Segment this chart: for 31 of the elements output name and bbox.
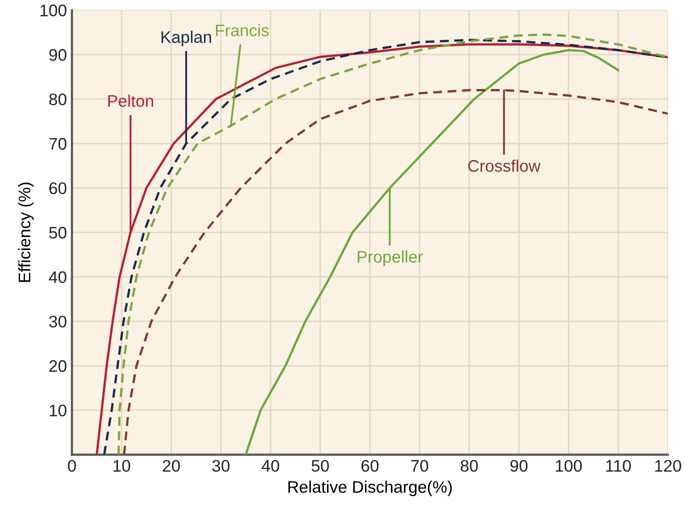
text: Kaplan: [162, 30, 212, 46]
x-tick-label: 100: [556, 460, 582, 472]
x-tick-label: 10: [114, 460, 130, 472]
x-tick-label: 50: [312, 460, 329, 472]
x-axis-title: Relative Discharge(%): [288, 480, 452, 496]
y-tick-label: 80: [49, 93, 66, 106]
line-series: [244, 49, 620, 455]
x-tick-label: 120: [655, 460, 682, 472]
y-tick-label: 90: [49, 49, 66, 61]
x-tick-label: 90: [510, 460, 528, 472]
text: Pelton: [108, 94, 154, 107]
y-tick-label: 70: [49, 138, 66, 150]
series-label: Propeller: [358, 250, 423, 266]
y-tick-label: 60: [49, 182, 66, 194]
y-tick-label: 100: [40, 4, 66, 16]
y-tick-label: 20: [49, 360, 66, 372]
x-tick-label: 0: [68, 460, 76, 472]
x-tick-label: 80: [460, 460, 478, 472]
y-tick-label: 30: [49, 316, 66, 328]
text: Crossflow: [468, 160, 541, 172]
x-tick-label: 30: [212, 460, 230, 472]
y-axis-title: Efficiency (%): [18, 182, 34, 282]
x-tick-label: 60: [361, 460, 379, 472]
text: Francis: [216, 24, 269, 36]
y-tick-label: 40: [48, 271, 66, 284]
y-tick-label: 10: [50, 404, 66, 416]
x-tick-label: 20: [162, 460, 180, 472]
x-tick-label: 70: [411, 460, 428, 472]
x-tick-label: 110: [606, 460, 631, 472]
x-tick-label: 40: [262, 460, 280, 472]
y-tick-label: 50: [49, 226, 66, 239]
